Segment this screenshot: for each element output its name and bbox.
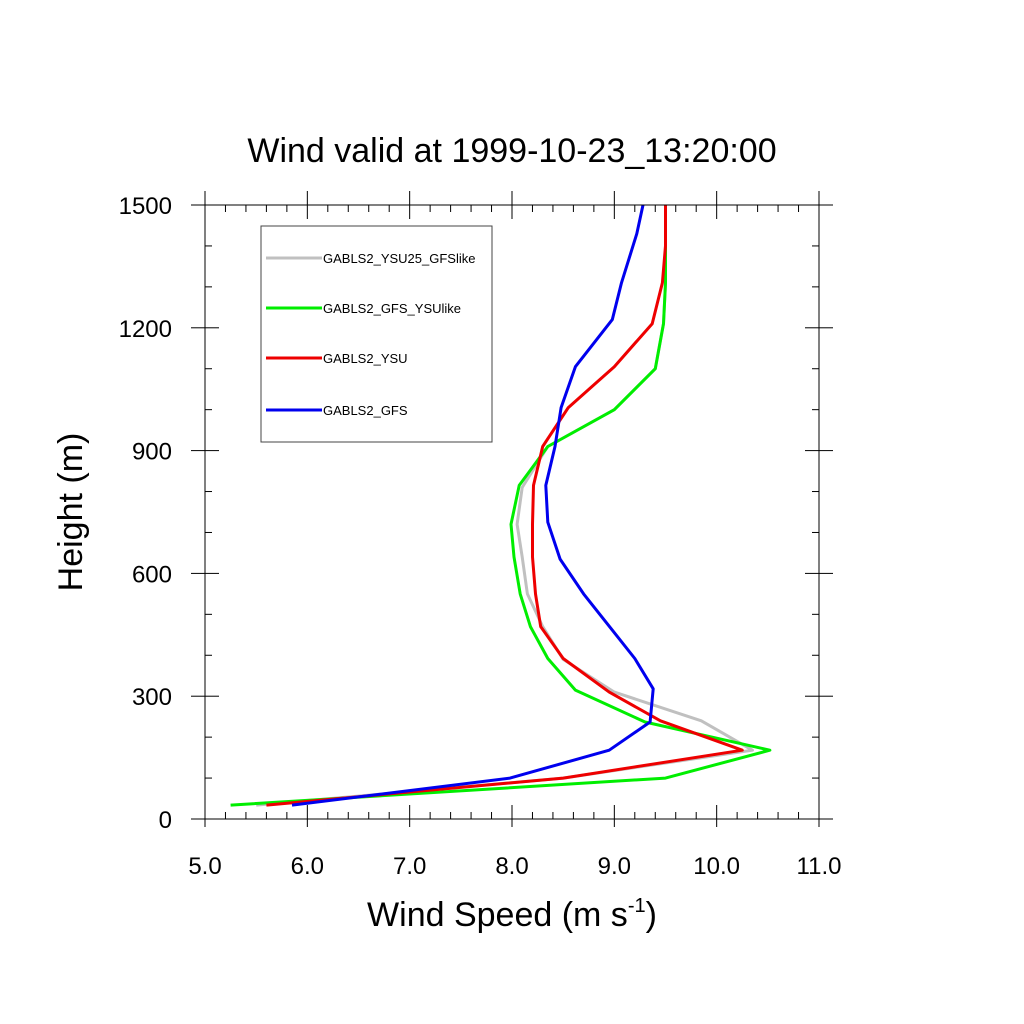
series-line-gabls2-ysu xyxy=(266,205,744,807)
legend-label: GABLS2_GFS_YSUlike xyxy=(323,301,461,316)
series-line-gabls2-gfs-ysulike xyxy=(230,205,772,807)
legend: GABLS2_YSU25_GFSlike GABLS2_GFS_YSUlike GA… xyxy=(260,225,493,443)
x-tick-label: 5.0 xyxy=(188,853,221,880)
legend-label: GABLS2_GFS xyxy=(323,403,408,418)
chart-title: Wind valid at 1999-10-23_13:20:00 xyxy=(247,132,776,170)
x-axis-title: Wind Speed (m s-1) xyxy=(367,895,657,934)
x-tick-label: 9.0 xyxy=(598,853,631,880)
legend-label: GABLS2_YSU25_GFSlike xyxy=(323,251,475,266)
y-tick-label: 1500 xyxy=(119,193,172,220)
x-tick-label: 8.0 xyxy=(495,853,528,880)
legend-items: GABLS2_YSU25_GFSlike GABLS2_GFS_YSUlike GA… xyxy=(266,251,475,418)
x-axis-title-main: Wind Speed (m s xyxy=(367,896,628,934)
y-tick-labels: 0 300 600 900 1200 1500 xyxy=(119,193,172,834)
x-tick-label: 7.0 xyxy=(393,853,426,880)
y-tick-label: 1200 xyxy=(119,316,172,343)
plot-frame xyxy=(204,204,820,820)
x-tick-label: 6.0 xyxy=(291,853,324,880)
series-line-gabls2-gfs xyxy=(291,204,655,807)
axis-ticks xyxy=(191,191,833,827)
x-axis-title-superscript: -1 xyxy=(628,895,646,917)
y-axis-title: Height (m) xyxy=(52,433,90,592)
y-tick-label: 900 xyxy=(132,439,172,466)
x-tick-label: 11.0 xyxy=(797,853,842,880)
y-tick-label: 300 xyxy=(132,684,172,711)
x-tick-label: 10.0 xyxy=(693,853,740,880)
legend-label: GABLS2_YSU xyxy=(323,351,408,366)
x-axis-title-close: ) xyxy=(646,896,657,934)
legend-box xyxy=(260,225,493,443)
y-tick-label: 0 xyxy=(159,807,172,834)
x-tick-labels: 5.0 6.0 7.0 8.0 9.0 10.0 11.0 xyxy=(188,853,841,880)
y-tick-label: 600 xyxy=(132,561,172,588)
data-series xyxy=(230,204,772,807)
